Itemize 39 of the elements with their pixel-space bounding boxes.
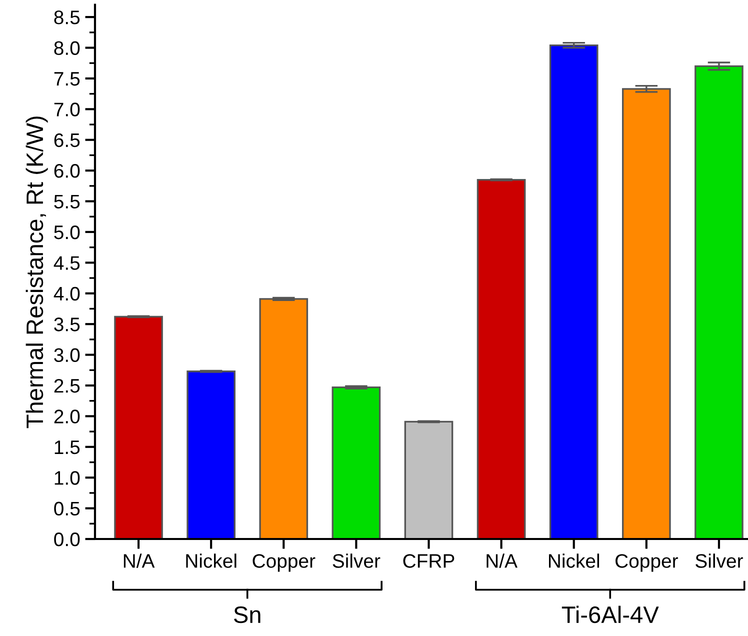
y-tick-label: 5.5 xyxy=(54,194,80,209)
x-tick-label: Nickel xyxy=(186,554,236,568)
bar xyxy=(549,44,598,540)
bar xyxy=(259,298,308,540)
x-tick-label: CFRP xyxy=(403,554,454,568)
y-tick-label: 7.5 xyxy=(54,72,80,86)
y-tick-label: 1.5 xyxy=(54,440,80,454)
x-tick-label: Silver xyxy=(332,554,380,568)
y-tick-label: 7.0 xyxy=(54,102,80,116)
x-tick-label: Copper xyxy=(252,554,316,572)
x-tick-label: Silver xyxy=(696,554,743,568)
y-tick-label: 2.0 xyxy=(54,410,80,424)
text: Ti-6Al-4V xyxy=(562,606,659,624)
y-tick-label: 3.5 xyxy=(54,318,80,332)
y-tick-label: 6.0 xyxy=(54,164,80,178)
bar xyxy=(694,65,744,540)
bar xyxy=(476,178,526,540)
y-tick-label: 4.0 xyxy=(54,286,80,301)
x-tick-label: N/A xyxy=(124,554,155,568)
y-tick-label: 5.0 xyxy=(54,225,80,240)
x-tick-label: Nickel xyxy=(548,554,600,568)
y-tick-label: 8.0 xyxy=(54,41,80,55)
bar xyxy=(186,370,236,540)
y-tick-label: 1.0 xyxy=(54,471,80,485)
x-tick-label: Copper xyxy=(616,554,678,572)
y-tick-label: 4.5 xyxy=(54,256,80,270)
bar xyxy=(404,420,454,540)
y-tick-label: 6.5 xyxy=(54,133,80,148)
x-tick-label: N/A xyxy=(486,554,518,568)
y-axis-title: Thermal Resistance, Rt (K/W) xyxy=(26,116,48,428)
y-tick-label: 2.5 xyxy=(54,378,80,393)
y-tick-label: 0.0 xyxy=(54,532,80,546)
bar xyxy=(332,386,381,540)
text: Sn xyxy=(234,606,260,624)
bar xyxy=(622,88,671,540)
y-tick-label: 3.0 xyxy=(54,348,80,362)
y-tick-label: 8.5 xyxy=(54,10,80,24)
y-tick-label: 0.5 xyxy=(54,502,80,516)
bar xyxy=(114,316,163,540)
